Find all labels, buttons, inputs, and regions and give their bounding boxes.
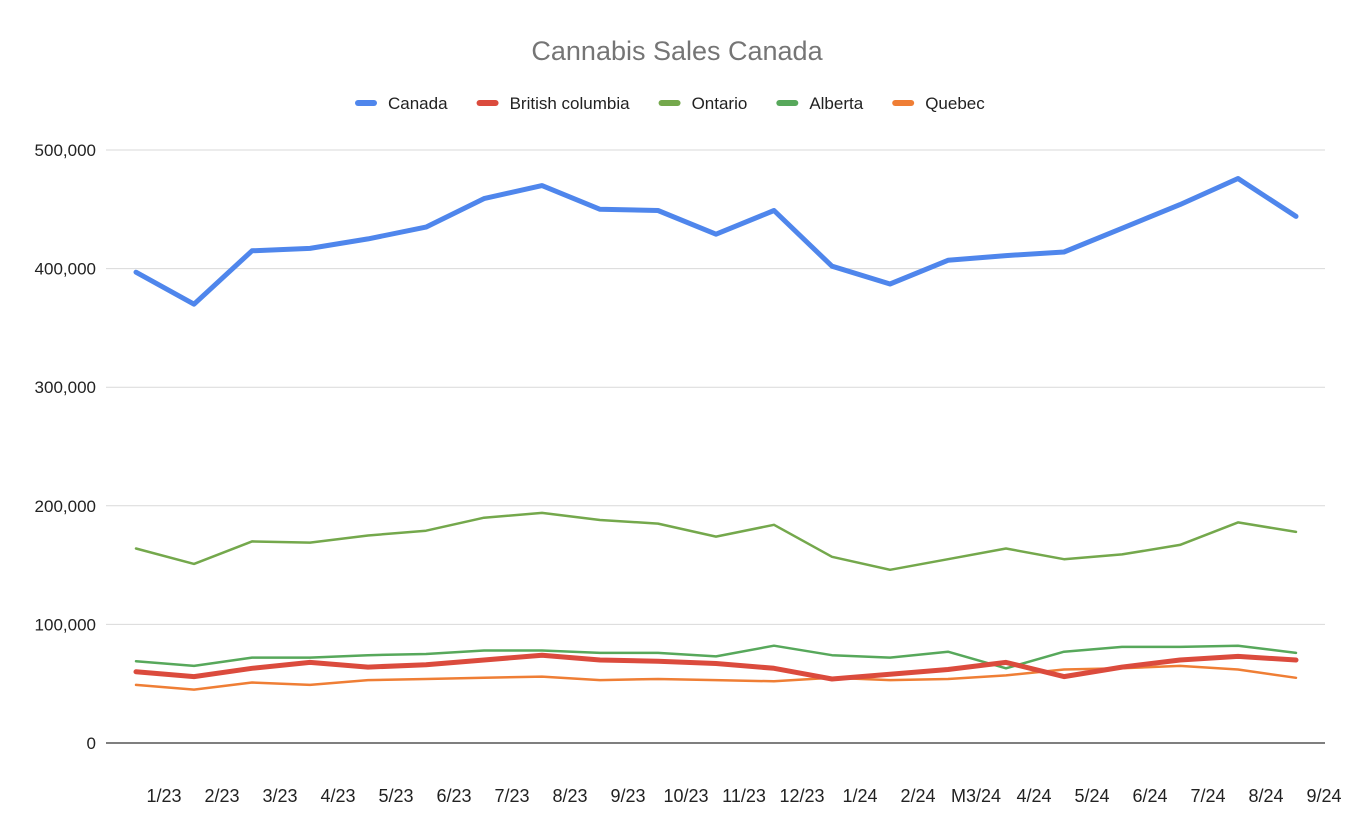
- x-axis: 1/23 2/23 3/23 4/23 5/23 6/23 7/23 8/23 9/23 10/2…: [146, 786, 1341, 806]
- x-tick-label: 5/23: [378, 786, 413, 806]
- legend-item: Alberta: [776, 94, 864, 113]
- x-tick-label: 7/24: [1190, 786, 1225, 806]
- series-line-british-columbia: [133, 652, 1299, 682]
- x-tick-label: 1/24: [842, 786, 877, 806]
- x-tick-label: 6/24: [1132, 786, 1167, 806]
- x-tick-label: 10/23: [663, 786, 708, 806]
- legend-item: Quebec: [892, 94, 985, 113]
- legend-item: Ontario: [658, 94, 748, 113]
- x-tick-label: 11/23: [722, 786, 766, 806]
- x-tick-label: 9/24: [1306, 786, 1341, 806]
- series-line-ontario: [134, 511, 1298, 572]
- legend-label: Quebec: [925, 94, 985, 113]
- x-tick-label: 3/23: [262, 786, 297, 806]
- series-layer: [133, 176, 1299, 691]
- y-tick-label: 200,000: [35, 497, 96, 516]
- x-tick-label: 2/24: [900, 786, 935, 806]
- y-tick-label: 300,000: [35, 378, 96, 397]
- x-tick-label: 4/23: [320, 786, 355, 806]
- legend-label: Ontario: [692, 94, 748, 113]
- x-tick-label: 9/23: [610, 786, 645, 806]
- y-tick-label: 500,000: [35, 141, 96, 160]
- x-tick-label: 5/24: [1074, 786, 1109, 806]
- legend-label: Canada: [388, 94, 448, 113]
- legend-label: Alberta: [809, 94, 863, 113]
- y-tick-label: 0: [87, 734, 96, 753]
- legend: Canada British columbia Ontario Alberta Queb…: [355, 94, 985, 113]
- x-tick-label: 4/24: [1016, 786, 1051, 806]
- legend-item: Canada: [355, 94, 448, 113]
- y-axis: 0 100,000 200,000 300,000 400,000 500,000: [35, 141, 96, 753]
- x-tick-label: 1/23: [146, 786, 181, 806]
- chart-title: Cannabis Sales Canada: [531, 36, 823, 66]
- y-tick-label: 400,000: [35, 260, 96, 279]
- x-tick-label: M3/24: [951, 786, 1001, 806]
- x-tick-label: 12/23: [779, 786, 824, 806]
- grid: [106, 149, 1325, 744]
- x-tick-label: 7/23: [494, 786, 529, 806]
- legend-label: British columbia: [510, 94, 631, 113]
- y-tick-label: 100,000: [35, 615, 96, 634]
- series-line-canada: [133, 176, 1299, 307]
- x-tick-label: 6/23: [436, 786, 471, 806]
- x-tick-label: 8/23: [552, 786, 587, 806]
- legend-item: British columbia: [476, 94, 631, 113]
- series-line-alberta: [134, 644, 1298, 670]
- x-tick-label: 8/24: [1248, 786, 1283, 806]
- x-tick-label: 2/23: [204, 786, 239, 806]
